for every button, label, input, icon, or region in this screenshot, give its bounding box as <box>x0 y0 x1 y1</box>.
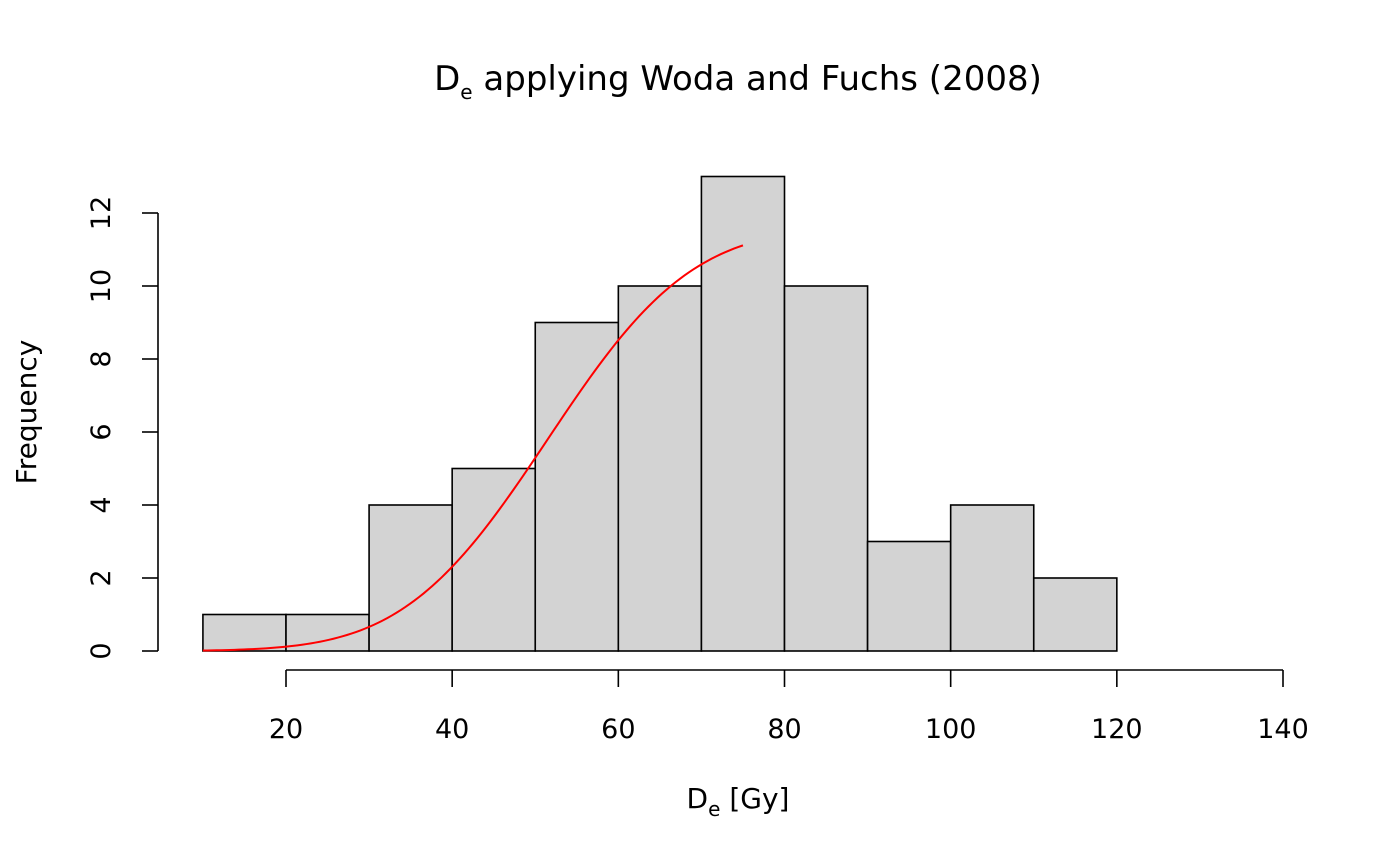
x-axis: 20 40 60 80 100 120 140 <box>269 669 1309 745</box>
histogram-bar <box>534 321 620 652</box>
density-curve <box>202 244 744 652</box>
y-axis: 0 2 4 6 8 10 12 <box>86 196 159 660</box>
x-tick-label: 40 <box>435 714 469 745</box>
x-tick-label: 60 <box>601 714 635 745</box>
histogram-bar <box>1032 577 1118 652</box>
x-tick-label: 120 <box>1091 714 1143 745</box>
histogram-bar <box>866 540 952 652</box>
y-tick-label: 8 <box>86 350 117 367</box>
y-tick-label: 0 <box>86 642 117 659</box>
histogram-bar <box>949 504 1035 652</box>
y-tick-label: 10 <box>86 269 117 303</box>
histogram-bar <box>368 504 453 652</box>
histogram-bar <box>451 467 537 652</box>
histogram-bar <box>700 175 786 652</box>
histogram-bars <box>202 175 1118 652</box>
x-tick-label: 80 <box>767 714 801 745</box>
x-axis-label: De [Gy] <box>687 782 790 821</box>
y-tick-label: 2 <box>86 569 117 586</box>
chart-title: De applying Woda and Fuchs (2008) <box>434 59 1042 104</box>
x-tick-label: 100 <box>925 714 977 745</box>
y-tick-label: 6 <box>86 423 117 440</box>
x-tick-label: 140 <box>1257 714 1309 745</box>
y-tick-label: 12 <box>86 196 117 230</box>
x-tick-label: 20 <box>269 714 303 745</box>
histogram-bar <box>617 285 703 652</box>
histogram-bar <box>202 613 287 652</box>
y-tick-label: 4 <box>86 496 117 513</box>
y-axis-label: Frequency <box>10 340 43 485</box>
histogram-bar <box>783 285 869 652</box>
